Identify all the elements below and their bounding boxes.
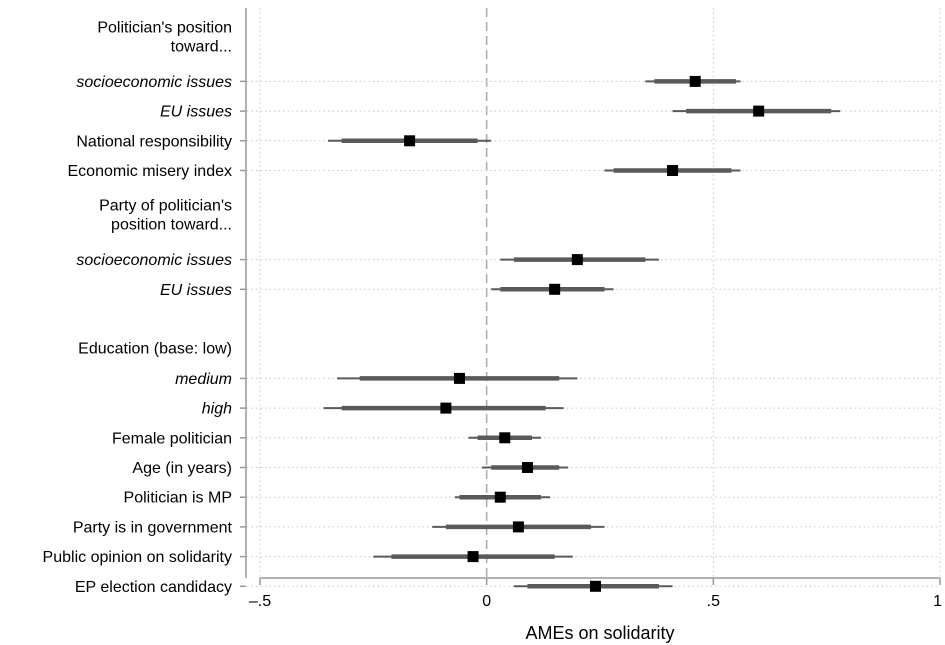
x-tick-label: 1 [933, 593, 942, 610]
grid-layer [247, 8, 941, 587]
point-estimate [512, 521, 524, 533]
point-estimate [571, 254, 583, 266]
row-label: EU issues [160, 282, 232, 299]
row-label: Public opinion on solidarity [43, 549, 232, 566]
row-labels: Politician's position toward... socioecono… [43, 19, 233, 595]
row-label: socioeconomic issues [76, 252, 232, 269]
point-estimate [667, 165, 679, 176]
row-label: EU issues [160, 104, 232, 121]
point-estimate [549, 283, 561, 295]
point-estimate [494, 491, 506, 503]
point-estimate [440, 402, 452, 414]
point-estimate [753, 105, 765, 117]
point-estimate [589, 580, 601, 592]
point-estimate [404, 135, 416, 147]
row-label: National responsibility [76, 133, 232, 150]
row-label: Economic misery index [68, 163, 233, 180]
row-label: Party is in government [73, 519, 233, 536]
point-estimate [689, 75, 701, 87]
row-header-label: Education (base: low) [78, 341, 232, 358]
row-label: Female politician [112, 430, 232, 447]
row-label: medium [175, 371, 232, 388]
x-axis: –.5 0 .5 1 [240, 8, 942, 610]
x-axis-title: AMEs on solidarity [525, 623, 674, 643]
row-label: EP election candidacy [75, 579, 232, 596]
x-tick-label: –.5 [249, 593, 271, 610]
row-label: Politician is MP [124, 490, 232, 507]
row-label: socioeconomic issues [76, 74, 232, 91]
row-header-label: position toward... [111, 217, 232, 234]
point-estimate [521, 462, 533, 473]
row-header-label: toward... [171, 38, 232, 55]
marks-layer [323, 75, 841, 592]
row-header-label: Party of politician's [99, 198, 232, 215]
point-estimate [499, 432, 511, 444]
x-tick-label: 0 [482, 593, 491, 610]
point-estimate [467, 551, 479, 563]
row-label: high [202, 401, 232, 418]
x-tick-label: .5 [707, 593, 720, 610]
row-header-label: Politician's position [97, 19, 232, 36]
point-estimate [453, 372, 465, 384]
row-label: Age (in years) [132, 460, 232, 477]
